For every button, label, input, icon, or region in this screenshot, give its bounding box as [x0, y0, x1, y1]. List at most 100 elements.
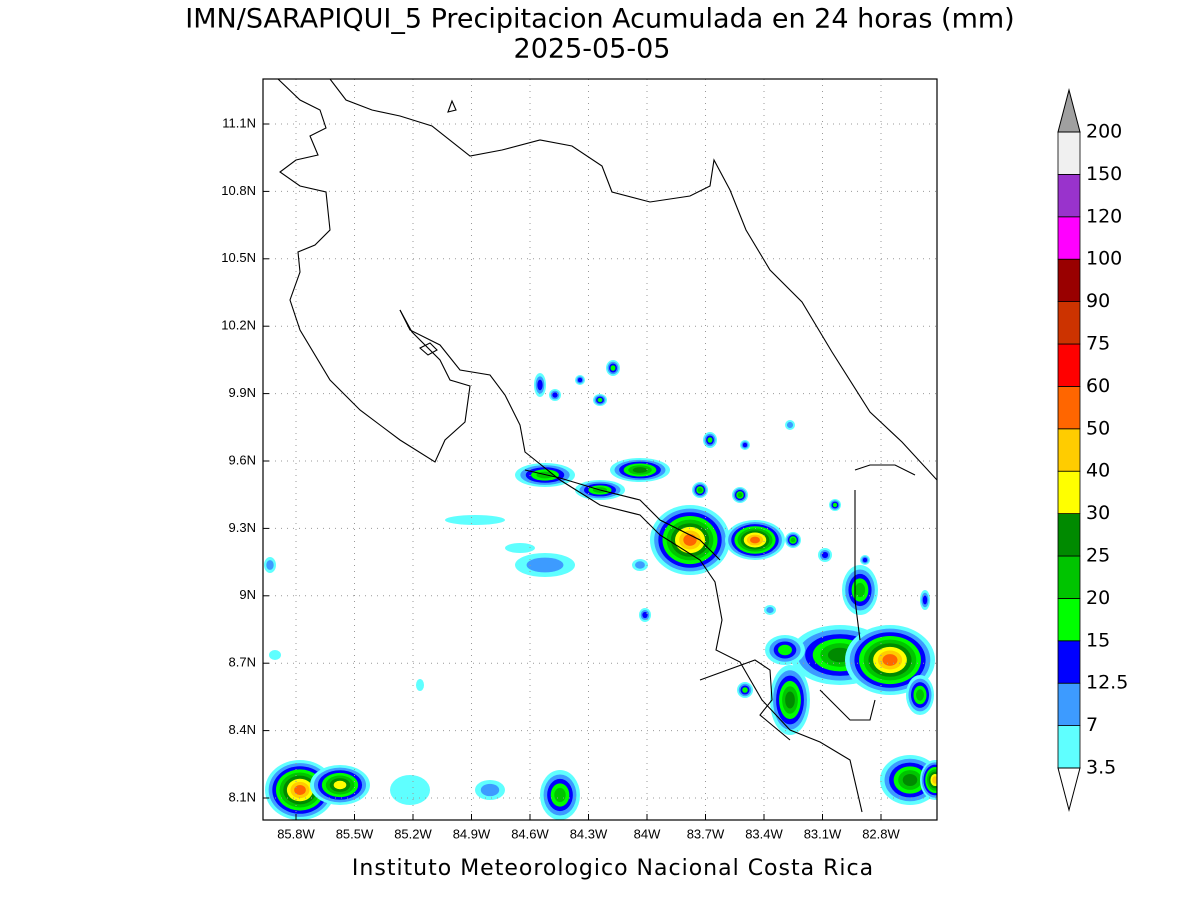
lon-tick-label: 84W — [634, 826, 661, 841]
colorbar-box — [1057, 173, 1081, 218]
rain-area — [577, 377, 583, 383]
rain-area — [922, 595, 928, 605]
lat-tick-label: 8.4N — [229, 722, 256, 737]
rain-area — [597, 397, 603, 403]
subtitle: 2025-05-05 — [514, 34, 671, 65]
lon-tick-label: 84.3W — [570, 826, 608, 841]
rain-area — [683, 534, 697, 546]
colorbar-box — [1057, 682, 1081, 727]
colorbar-over — [1057, 88, 1081, 133]
colorbar-label: 7 — [1086, 714, 1098, 736]
lon-tick-label: 85.5W — [336, 826, 374, 841]
rain-area — [882, 654, 898, 666]
rain-area — [790, 537, 796, 543]
rain-area — [526, 557, 564, 573]
colorbar-box — [1057, 428, 1081, 472]
rain-area — [635, 561, 645, 569]
rain-area — [737, 492, 743, 498]
footer: Instituto Meteorologico Nacional Costa R… — [352, 856, 874, 881]
lon-tick-label: 84.6W — [511, 826, 549, 841]
rain-area — [610, 365, 616, 371]
border — [524, 464, 916, 741]
colorbar-label: 75 — [1086, 333, 1110, 355]
rain-area — [537, 379, 543, 391]
rain-area — [821, 551, 829, 559]
coastline — [329, 79, 937, 481]
lon-tick-label: 83.4W — [745, 826, 783, 841]
rain-area — [390, 775, 430, 805]
rain-area — [785, 691, 795, 709]
graticule: 11.1N 10.8N 10.5N 10.2N 9.9N 9.6N 9.3N 9N 8.7N 8.… — [221, 79, 937, 841]
colorbar-label: 20 — [1086, 587, 1110, 609]
rain-area — [854, 582, 866, 598]
coastlines — [277, 79, 937, 813]
lon-tick-label: 85.2W — [394, 826, 432, 841]
rain-area — [642, 611, 648, 619]
colorbar-label: 50 — [1086, 417, 1110, 439]
colorbar-label: 200 — [1086, 121, 1122, 143]
lat-tick-label: 10.2N — [221, 318, 256, 333]
rain-area — [266, 560, 274, 570]
lon-tick-label: 84.9W — [453, 826, 491, 841]
rain-area — [269, 650, 281, 660]
lat-tick-label: 9.3N — [229, 520, 256, 535]
colorbar: 3.5 7 12.5 15 20 25 30 40 50 60 75 90 100 120 150 200 — [1057, 88, 1128, 812]
rain-area — [552, 392, 558, 398]
colorbar-label: 40 — [1086, 460, 1110, 482]
colorbar-box — [1057, 131, 1081, 175]
map-frame — [262, 78, 938, 821]
rain-area — [333, 780, 347, 790]
rain-area — [832, 502, 838, 508]
lat-tick-label: 10.8N — [221, 183, 256, 198]
colorbar-box — [1057, 258, 1081, 303]
rain-area — [902, 773, 918, 787]
precipitation-field — [264, 360, 937, 820]
coastline — [399, 309, 863, 813]
colorbar-box — [1057, 301, 1081, 345]
colorbar-label: 25 — [1086, 545, 1110, 567]
rain-area — [862, 557, 868, 563]
colorbar-under — [1057, 767, 1081, 812]
colorbar-box — [1057, 725, 1081, 769]
colorbar-label: 15 — [1086, 629, 1110, 651]
colorbar-label: 12.5 — [1086, 672, 1128, 694]
rain-area — [707, 437, 713, 443]
lon-tick-label: 83.1W — [804, 826, 842, 841]
title: IMN/SARAPIQUI_5 Precipitacion Acumulada … — [185, 4, 1014, 35]
rain-area — [750, 536, 760, 544]
rain-area — [766, 606, 774, 614]
lat-tick-label: 10.5N — [221, 250, 256, 265]
rain-area — [786, 421, 794, 429]
lat-tick-label: 8.1N — [229, 789, 256, 804]
coastline — [277, 79, 471, 463]
colorbar-box — [1057, 385, 1081, 430]
colorbar-label: 3.5 — [1086, 757, 1116, 779]
lon-tick-label: 82.8W — [862, 826, 900, 841]
island — [419, 99, 457, 356]
colorbar-label: 100 — [1086, 248, 1122, 270]
rain-area — [294, 785, 306, 795]
lat-tick-label: 11.1N — [222, 115, 256, 130]
colorbar-box — [1057, 640, 1081, 684]
colorbar-box — [1057, 555, 1081, 599]
colorbar-label: 60 — [1086, 375, 1110, 397]
colorbar-label: 30 — [1086, 502, 1110, 524]
lat-tick-label: 9.9N — [229, 385, 256, 400]
rain-area — [632, 467, 648, 473]
colorbar-box — [1057, 216, 1081, 260]
colorbar-box — [1057, 343, 1081, 387]
colorbar-label: 90 — [1086, 290, 1110, 312]
colorbar-label: 120 — [1086, 205, 1122, 227]
rain-area — [742, 687, 748, 693]
rain-area — [505, 543, 535, 553]
colorbar-box — [1057, 470, 1081, 515]
lat-tick-label: 9N — [239, 587, 256, 602]
colorbar-box — [1057, 598, 1081, 642]
lon-tick-label: 83.7W — [687, 826, 725, 841]
rain-area — [932, 776, 937, 784]
rain-area — [778, 644, 792, 656]
rain-area — [445, 515, 505, 525]
lon-tick-label: 85.8W — [277, 826, 315, 841]
rain-area — [554, 787, 566, 803]
